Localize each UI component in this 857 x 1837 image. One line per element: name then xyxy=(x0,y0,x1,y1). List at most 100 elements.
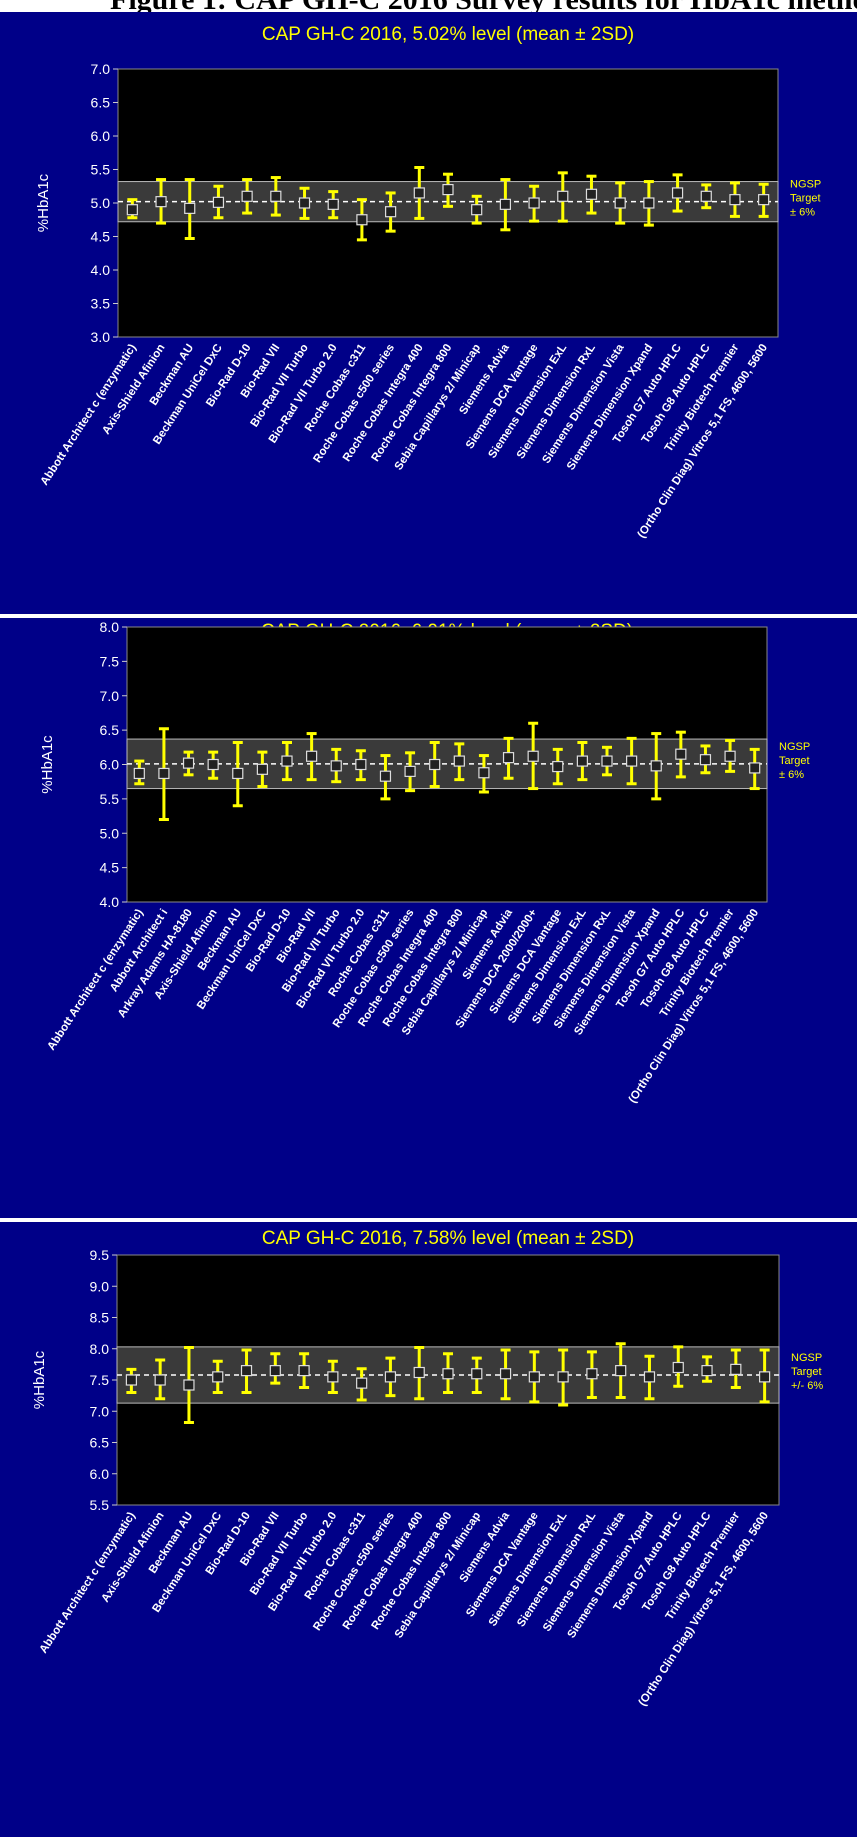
chart3-y-tick-label: 9.5 xyxy=(90,1247,110,1263)
chart1-y-tick-label: 4.0 xyxy=(91,262,111,278)
chart1-band-label: Target xyxy=(790,193,821,205)
chart3-band-label: +/- 6% xyxy=(791,1380,823,1392)
chart3-mean-marker xyxy=(730,1363,742,1375)
chart-7-58-svg: CAP GH-C 2016, 7.58% level (mean ± 2SD) 5… xyxy=(31,1228,823,1708)
chart2-mean-marker xyxy=(256,763,268,775)
chart1-mean-marker xyxy=(700,190,712,202)
chart3-mean-marker xyxy=(499,1368,512,1380)
chart3-title: CAP GH-C 2016, 7.58% level (mean ± 2SD) xyxy=(262,1228,634,1249)
chart2-y-tick-label: 4.5 xyxy=(100,860,120,876)
chart1-y-tick-label: 5.0 xyxy=(91,195,111,211)
chart1-y-tick-label: 3.0 xyxy=(91,329,111,345)
chart2-band-label: NGSP xyxy=(779,741,810,753)
chart1-mean-marker xyxy=(528,197,540,209)
chart1-mean-marker xyxy=(614,197,626,209)
chart1-mean-marker xyxy=(155,196,167,208)
chart1-mean-marker xyxy=(729,194,741,206)
chart1-mean-marker xyxy=(442,184,454,196)
chart3-mean-marker xyxy=(212,1371,224,1383)
chart3-mean-marker xyxy=(615,1365,627,1377)
chart2-mean-marker xyxy=(650,760,662,772)
chart2-mean-marker xyxy=(355,758,367,771)
chart1-y-tick-label: 5.5 xyxy=(91,162,111,178)
chart3-y-tick-label: 6.0 xyxy=(90,1466,110,1482)
chart2-x-tick-label: Abbott Architect c (enzymatic) xyxy=(46,907,146,1053)
chart3-y-tick-label: 6.5 xyxy=(90,1435,110,1451)
chart3-mean-marker xyxy=(413,1366,425,1379)
chart3-mean-marker xyxy=(269,1365,281,1377)
chart2-mean-marker xyxy=(699,754,712,766)
chart2-y-axis-label: %HbA1c xyxy=(39,735,56,794)
chart2-y-tick-label: 4.0 xyxy=(100,894,120,910)
chart2-mean-marker xyxy=(724,750,736,762)
chart1-y-tick-label: 4.5 xyxy=(91,229,111,245)
chart3-y-tick-label: 8.0 xyxy=(90,1341,110,1357)
chart2-mean-marker xyxy=(379,770,392,782)
chart2-mean-marker xyxy=(429,758,441,771)
chart2-mean-marker xyxy=(478,767,490,779)
chart2-y-tick-label: 8.0 xyxy=(100,619,120,635)
chart2-mean-marker xyxy=(502,752,515,764)
chart2-y-tick-label: 5.5 xyxy=(100,791,120,807)
chart2-mean-marker xyxy=(527,750,539,762)
chart3-mean-marker xyxy=(384,1371,397,1383)
chart3-mean-marker xyxy=(442,1368,454,1380)
chart-panel-5-02: CAP GH-C 2016, 5.02% level (mean ± 2SD) 3… xyxy=(0,12,857,614)
chart2-y-tick-label: 5.0 xyxy=(100,825,120,841)
chart2-mean-marker xyxy=(601,755,613,767)
chart1-y-axis-label: %HbA1c xyxy=(35,173,52,232)
chart2-mean-marker xyxy=(330,760,342,772)
chart2-mean-marker xyxy=(626,755,638,767)
chart-5-02-svg: CAP GH-C 2016, 5.02% level (mean ± 2SD) 3… xyxy=(35,24,821,540)
chart1-mean-marker xyxy=(413,187,425,199)
chart1-mean-marker xyxy=(241,190,253,202)
chart3-mean-marker xyxy=(240,1365,253,1377)
chart1-mean-marker xyxy=(557,190,569,202)
chart2-mean-marker xyxy=(207,758,219,771)
chart1-band-label: ± 6% xyxy=(790,207,815,219)
chart3-mean-marker xyxy=(125,1374,137,1386)
chart1-mean-marker xyxy=(126,204,138,216)
chart2-y-tick-label: 6.0 xyxy=(100,757,120,773)
chart3-mean-marker xyxy=(327,1371,339,1383)
chart3-mean-marker xyxy=(356,1377,368,1389)
chart1-mean-marker xyxy=(184,202,196,214)
chart1-y-tick-label: 3.5 xyxy=(91,296,111,312)
chart1-mean-marker xyxy=(758,194,770,206)
chart3-band-label: Target xyxy=(791,1366,822,1378)
chart3-mean-marker xyxy=(154,1374,166,1386)
chart2-mean-marker xyxy=(675,748,687,760)
chart3-band-label: NGSP xyxy=(791,1352,822,1364)
chart3-y-axis-label: %HbA1c xyxy=(31,1350,48,1409)
chart1-band-label: NGSP xyxy=(790,179,821,191)
chart1-y-tick-label: 7.0 xyxy=(91,61,111,77)
chart3-mean-marker xyxy=(643,1371,656,1383)
chart2-y-tick-label: 6.5 xyxy=(100,722,120,738)
chart1-mean-marker xyxy=(471,204,483,216)
chart1-mean-marker xyxy=(499,198,511,210)
chart1-mean-marker xyxy=(356,214,368,226)
chart2-mean-marker xyxy=(404,765,416,777)
chart2-mean-marker xyxy=(133,767,145,780)
chart2-y-tick-label: 7.0 xyxy=(100,688,120,704)
chart2-mean-marker xyxy=(749,762,761,774)
chart2-mean-marker xyxy=(232,767,244,780)
chart3-y-tick-label: 7.0 xyxy=(90,1403,110,1419)
chart1-mean-marker xyxy=(298,197,311,209)
chart3-y-tick-label: 8.5 xyxy=(90,1310,110,1326)
chart2-band-label: Target xyxy=(779,755,810,767)
chart2-mean-marker xyxy=(306,750,318,762)
chart3-y-tick-label: 5.5 xyxy=(90,1497,110,1513)
chart2-y-tick-label: 7.5 xyxy=(100,653,120,669)
chart1-title: CAP GH-C 2016, 5.02% level (mean ± 2SD) xyxy=(262,24,634,45)
chart3-y-tick-label: 7.5 xyxy=(90,1372,110,1388)
chart1-mean-marker xyxy=(327,198,339,210)
chart-panel-7-58: CAP GH-C 2016, 7.58% level (mean ± 2SD) 5… xyxy=(0,1222,857,1837)
chart1-mean-marker xyxy=(671,187,684,199)
chart-panel-6-01: CAP GH-C 2016, 6.01% level (mean ± 2SD)4… xyxy=(0,618,857,1218)
chart1-mean-marker xyxy=(385,206,397,218)
chart2-mean-marker xyxy=(576,755,588,767)
chart2-mean-marker xyxy=(182,757,195,769)
chart2-band-label: ± 6% xyxy=(779,769,804,781)
chart3-mean-marker xyxy=(471,1368,483,1380)
